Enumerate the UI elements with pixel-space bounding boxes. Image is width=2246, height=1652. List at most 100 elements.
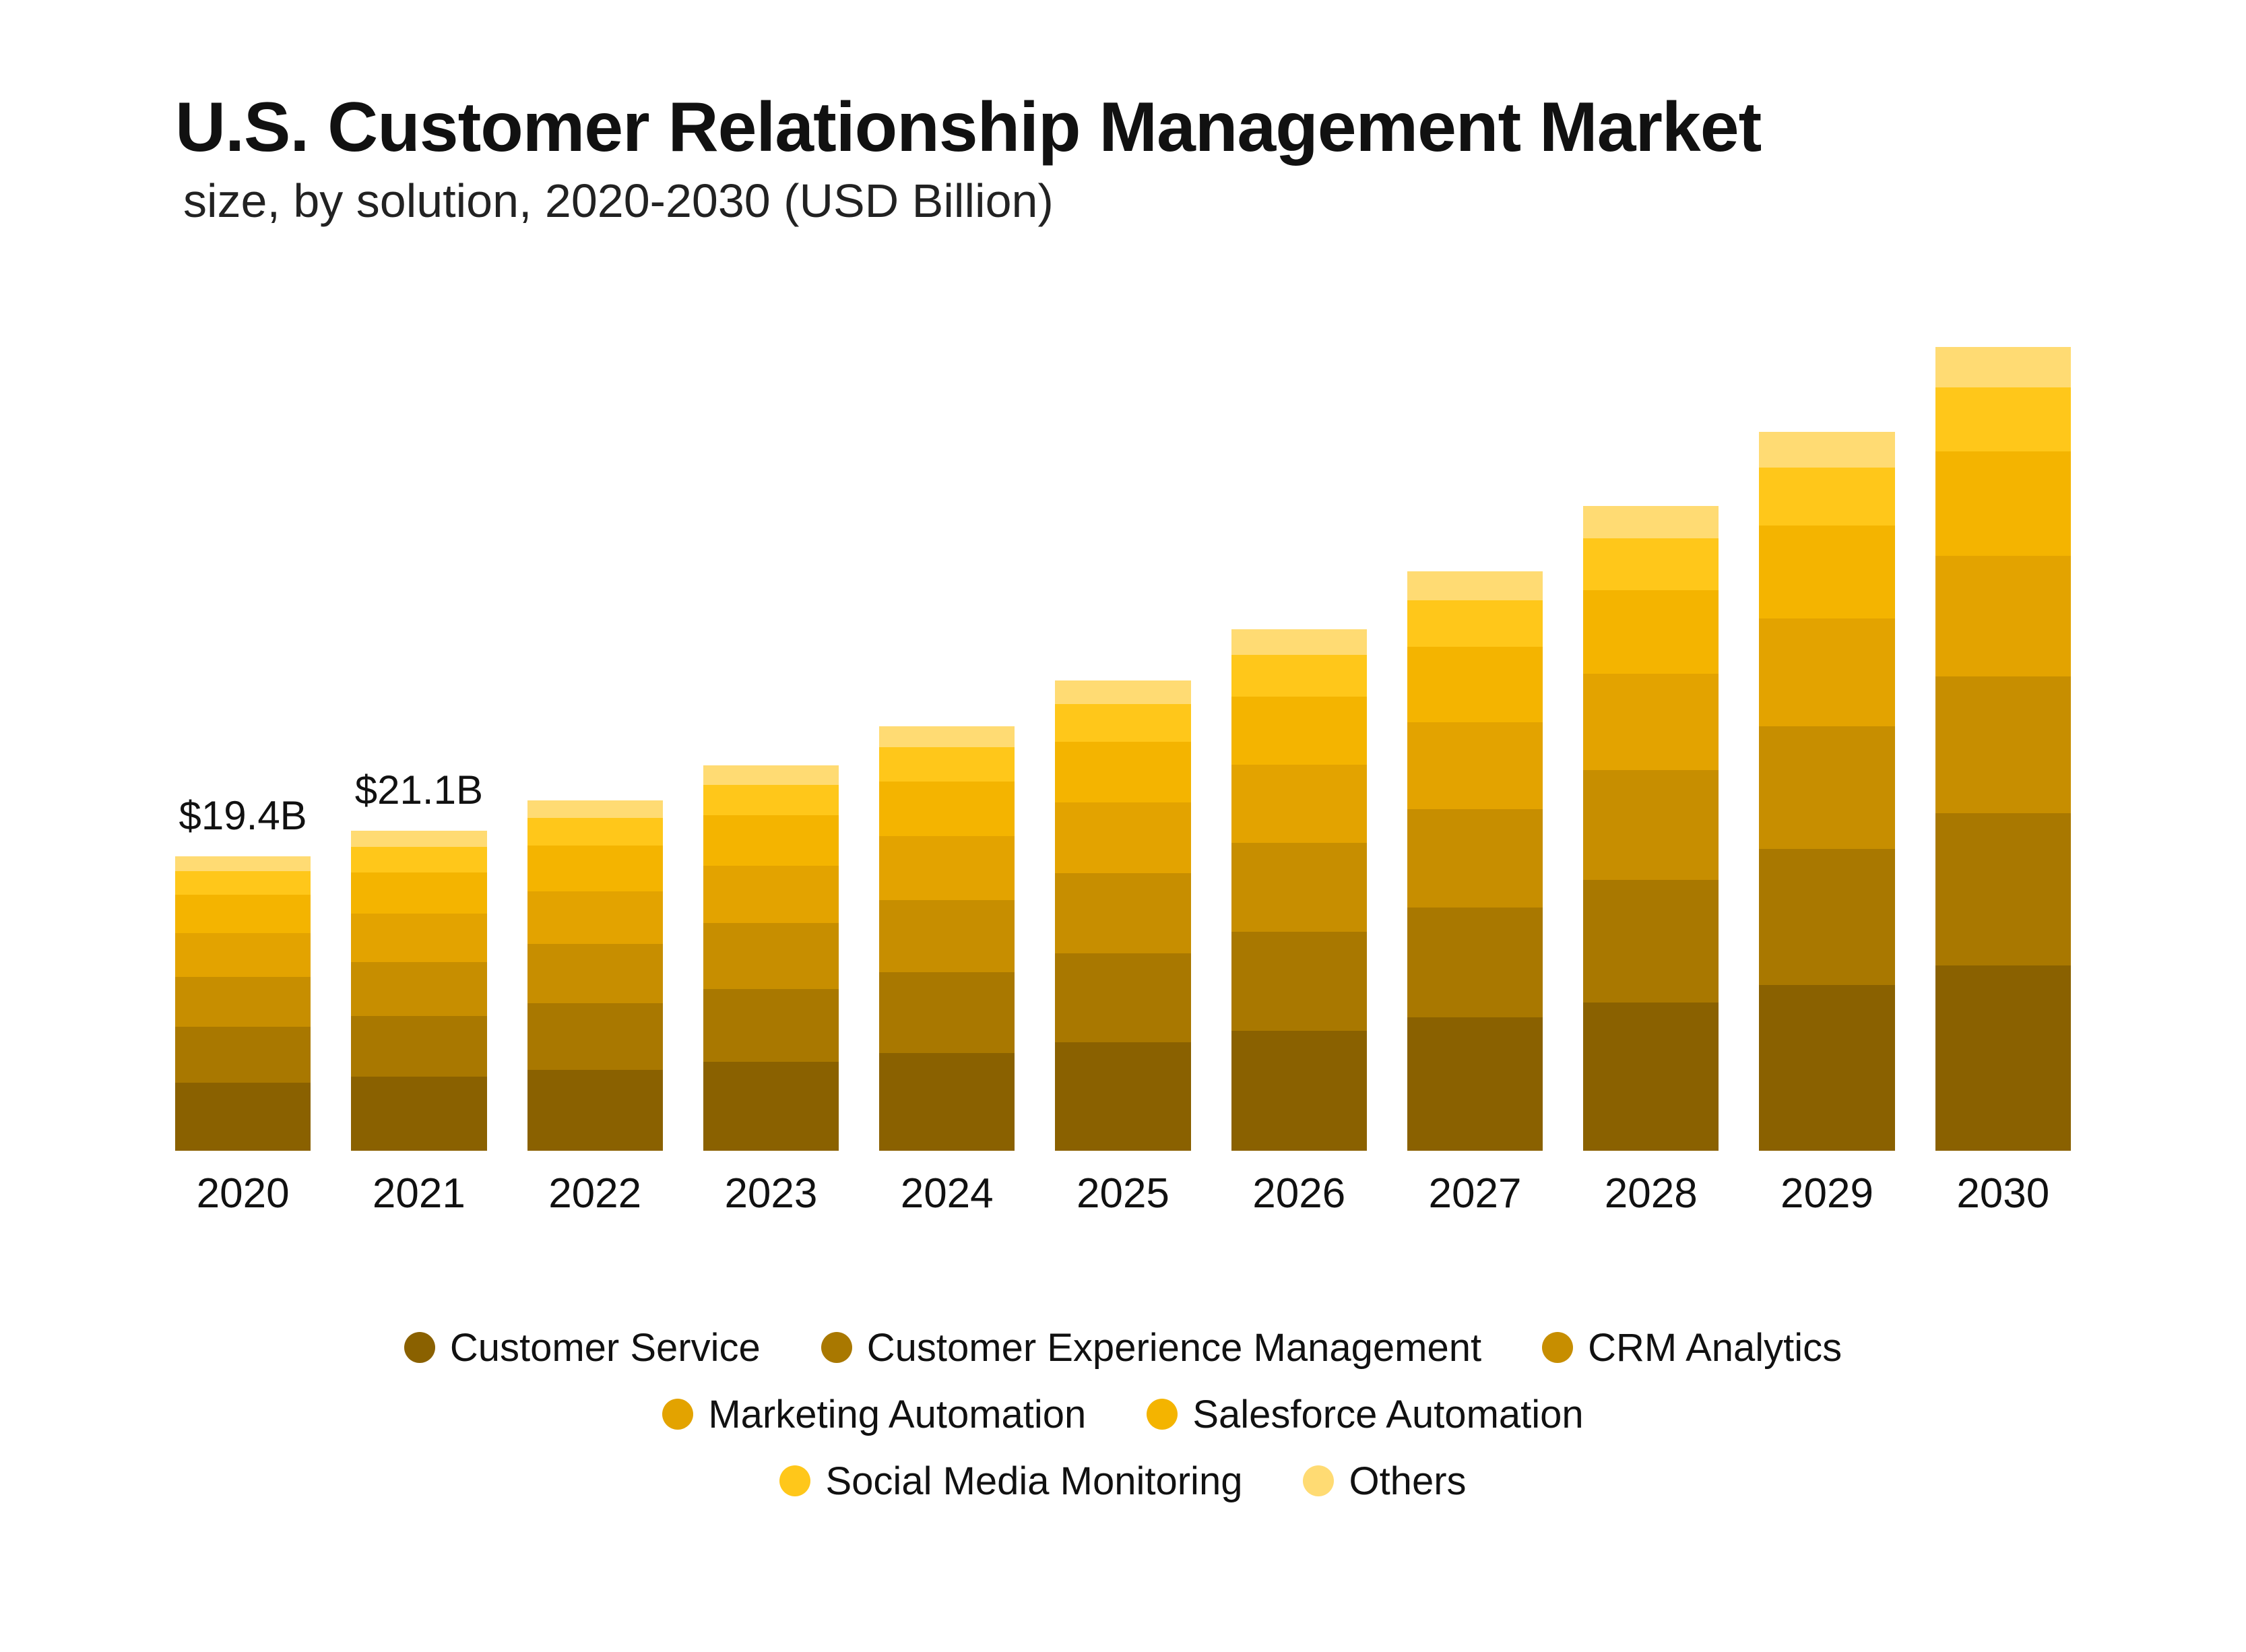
bar-segment — [1231, 629, 1367, 656]
bar-column — [1231, 629, 1367, 1151]
bar — [527, 800, 663, 1151]
bar-segment — [1231, 1031, 1367, 1151]
bar-segment — [1055, 953, 1190, 1043]
x-axis: 2020202120222023202420252026202720282029… — [175, 1170, 2071, 1217]
legend-item: Salesforce Automation — [1147, 1392, 1583, 1437]
plot-area: $19.4B $21.1B — [175, 302, 2071, 1151]
x-axis-tick: 2025 — [1055, 1170, 1190, 1217]
bar-segment — [175, 977, 311, 1027]
page: U.S. Customer Relationship Management Ma… — [0, 0, 2246, 1652]
bar — [1759, 432, 1894, 1151]
bar-segment — [527, 1070, 663, 1151]
bar-segment — [703, 866, 839, 924]
bar-segment — [703, 923, 839, 988]
bar-segment — [351, 847, 486, 872]
bar-segment — [879, 782, 1015, 837]
chart-title: U.S. Customer Relationship Management Ma… — [175, 88, 2071, 168]
bar-column — [1583, 506, 1719, 1150]
bar-segment — [1583, 880, 1719, 1003]
bar-value-label: $19.4B — [179, 792, 307, 839]
bar-segment — [1055, 680, 1190, 704]
bar-value-label: $21.1B — [355, 767, 483, 813]
bar-segment — [1935, 813, 2071, 966]
bar-segment — [1583, 506, 1719, 538]
bar-segment — [1407, 809, 1543, 908]
bar-column — [351, 831, 486, 1151]
bar-segment — [1407, 600, 1543, 647]
bar-segment — [1231, 843, 1367, 932]
bar-segment — [175, 1083, 311, 1150]
bar-segment — [703, 765, 839, 785]
x-axis-tick: 2024 — [879, 1170, 1015, 1217]
bar-segment — [175, 856, 311, 871]
bar-segment — [1231, 697, 1367, 765]
legend-row: Customer Service Customer Experience Mana… — [404, 1325, 1842, 1370]
bar-segment — [1055, 704, 1190, 742]
legend: Customer Service Customer Experience Mana… — [175, 1325, 2071, 1504]
legend-swatch-icon — [821, 1332, 852, 1363]
bar-segment — [527, 800, 663, 818]
legend-swatch-icon — [1147, 1399, 1178, 1430]
bar-segment — [1055, 742, 1190, 803]
legend-label: Social Media Monitoring — [825, 1459, 1242, 1504]
legend-row: Marketing Automation Salesforce Automatio… — [662, 1392, 1583, 1437]
legend-label: Customer Service — [450, 1325, 761, 1370]
bar — [1407, 571, 1543, 1151]
bar-segment — [527, 944, 663, 1003]
bar-segment — [351, 962, 486, 1017]
bar-segment — [1759, 468, 1894, 525]
x-axis-tick: 2023 — [703, 1170, 839, 1217]
bar — [175, 856, 311, 1151]
bar-segment — [1935, 451, 2071, 556]
bar-segment — [351, 914, 486, 961]
legend-swatch-icon — [404, 1332, 435, 1363]
bar-segment — [1759, 618, 1894, 726]
legend-swatch-icon — [779, 1465, 810, 1496]
bar-segment — [1055, 873, 1190, 953]
legend-item: Customer Experience Management — [821, 1325, 1481, 1370]
bar-segment — [703, 785, 839, 816]
bar-segment — [1935, 347, 2071, 387]
x-axis-tick: 2021 — [351, 1170, 486, 1217]
bar-segment — [175, 1027, 311, 1083]
legend-item: Social Media Monitoring — [779, 1459, 1242, 1504]
bar-segment — [703, 989, 839, 1062]
legend-swatch-icon — [662, 1399, 693, 1430]
bar-segment — [1583, 538, 1719, 590]
x-axis-tick: 2029 — [1759, 1170, 1894, 1217]
x-axis-tick: 2028 — [1583, 1170, 1719, 1217]
bar-segment — [1935, 676, 2071, 813]
legend-item: Marketing Automation — [662, 1392, 1086, 1437]
bar-column — [527, 800, 663, 1151]
bar-segment — [1407, 722, 1543, 809]
bar-segment — [1935, 387, 2071, 451]
bar — [703, 765, 839, 1151]
bar-segment — [351, 1077, 486, 1150]
bar-column — [1759, 432, 1894, 1151]
bar-segment — [1583, 590, 1719, 674]
bar-segment — [175, 895, 311, 933]
bar-segment — [1231, 655, 1367, 697]
bar — [1583, 506, 1719, 1150]
chart-area: $19.4B$21.1B 202020212022202320242025202… — [175, 302, 2071, 1217]
legend-swatch-icon — [1303, 1465, 1334, 1496]
bar-segment — [1583, 770, 1719, 880]
bar-column — [703, 765, 839, 1151]
bar — [1231, 629, 1367, 1151]
bar — [351, 831, 486, 1151]
bar-segment — [879, 747, 1015, 781]
bar-segment — [527, 818, 663, 846]
legend-label: Marketing Automation — [708, 1392, 1086, 1437]
bar-segment — [1759, 432, 1894, 468]
x-axis-tick: 2027 — [1407, 1170, 1543, 1217]
bar-segment — [879, 972, 1015, 1053]
legend-swatch-icon — [1542, 1332, 1573, 1363]
bar-segment — [1759, 526, 1894, 619]
legend-item: CRM Analytics — [1542, 1325, 1842, 1370]
bar-segment — [1055, 1042, 1190, 1150]
bar-segment — [879, 900, 1015, 972]
bar — [879, 726, 1015, 1151]
bar-segment — [1583, 674, 1719, 770]
legend-label: Others — [1349, 1459, 1466, 1504]
x-axis-tick: 2022 — [527, 1170, 663, 1217]
